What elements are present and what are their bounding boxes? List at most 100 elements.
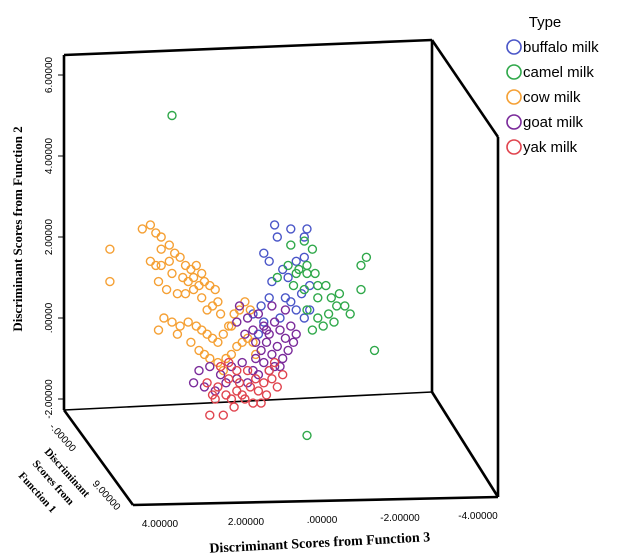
point-goat-milk: [248, 325, 258, 335]
point-goat-milk: [267, 349, 277, 360]
point-camel-milk: [356, 284, 366, 295]
point-cow-milk: [188, 284, 199, 295]
point-cow-milk: [199, 276, 210, 287]
data-points: [105, 110, 380, 441]
point-goat-milk: [232, 317, 242, 327]
point-cow-milk: [183, 317, 193, 327]
point-cow-milk: [240, 297, 250, 307]
point-camel-milk: [321, 280, 331, 291]
point-goat-milk: [286, 321, 296, 331]
point-cow-milk: [156, 232, 166, 242]
legend-marker-yak-milk: [506, 139, 522, 155]
point-goat-milk: [253, 309, 264, 319]
point-goat-milk: [250, 353, 261, 364]
x-tick-label: 2.00000: [228, 517, 265, 528]
point-cow-milk: [234, 305, 245, 315]
point-cow-milk: [161, 284, 172, 295]
x-axis-label: Discriminant Scores from Function 3: [209, 530, 431, 557]
point-yak-milk: [253, 386, 264, 396]
point-goat-milk: [291, 329, 301, 339]
point-camel-milk: [299, 236, 309, 246]
legend-marker-buffalo-milk: [506, 39, 522, 55]
point-camel-milk: [313, 313, 323, 323]
y-tick-label: -2.00000: [44, 379, 55, 419]
point-camel-milk: [332, 301, 342, 311]
point-cow-milk: [172, 329, 183, 339]
point-yak-milk: [221, 390, 231, 400]
point-camel-milk: [345, 309, 355, 319]
point-cow-milk: [210, 284, 220, 295]
x-tick-label: 4.00000: [142, 519, 179, 530]
point-camel-milk: [272, 272, 282, 283]
point-cow-milk: [137, 224, 148, 234]
point-goat-milk: [272, 341, 282, 352]
point-goat-milk: [280, 333, 291, 343]
point-buffalo-milk: [280, 293, 291, 303]
point-yak-milk: [202, 378, 212, 388]
point-cow-milk: [145, 220, 156, 230]
point-yak-milk: [242, 365, 253, 376]
point-yak-milk: [223, 357, 234, 368]
point-cow-milk: [226, 349, 237, 360]
point-camel-milk: [283, 260, 293, 271]
point-camel-milk: [307, 325, 318, 335]
point-yak-milk: [245, 382, 256, 392]
point-goat-milk: [256, 345, 266, 356]
x-tick-label: .00000: [307, 515, 338, 526]
point-buffalo-milk: [305, 305, 315, 315]
point-yak-milk: [223, 374, 234, 384]
y-tick-label: .00000: [44, 302, 55, 333]
point-cow-milk: [159, 313, 169, 323]
point-yak-milk: [278, 370, 288, 380]
point-goat-milk: [261, 337, 272, 347]
point-buffalo-milk: [305, 280, 315, 291]
point-yak-milk: [205, 410, 215, 420]
legend-marker-camel-milk: [506, 64, 522, 80]
point-goat-milk: [237, 357, 247, 368]
point-cow-milk: [186, 264, 196, 275]
point-buffalo-milk: [264, 256, 274, 266]
point-camel-milk: [167, 110, 177, 121]
legend-marker-goat-milk: [506, 114, 522, 130]
point-cow-milk: [237, 337, 247, 347]
point-camel-milk: [307, 244, 318, 254]
point-cow-milk: [105, 244, 115, 254]
point-cow-milk: [205, 353, 215, 364]
point-buffalo-milk: [299, 232, 309, 242]
point-yak-milk: [229, 402, 239, 412]
point-cow-milk: [191, 260, 202, 271]
legend-label-buffalo-milk: buffalo milk: [523, 39, 599, 56]
legend-title: Type: [529, 14, 562, 31]
point-camel-milk: [299, 284, 309, 295]
legend-label-goat-milk: goat milk: [523, 114, 584, 131]
point-goat-milk: [275, 361, 285, 372]
point-cow-milk: [167, 317, 177, 327]
point-camel-milk: [326, 293, 336, 303]
point-yak-milk: [232, 386, 242, 396]
legend: Type buffalo milk camel milk cow milk goat …: [506, 14, 599, 156]
point-goat-milk: [259, 357, 269, 368]
point-buffalo-milk: [259, 317, 269, 327]
point-camel-milk: [302, 268, 312, 279]
point-camel-milk: [329, 317, 339, 327]
point-yak-milk: [232, 365, 242, 376]
point-yak-milk: [215, 361, 226, 372]
x-axis-ticks: 4.00000 2.00000 .00000 -2.00000 -4.00000: [142, 511, 498, 530]
point-yak-milk: [226, 394, 237, 404]
point-yak-milk: [272, 382, 282, 392]
point-cow-milk: [191, 321, 202, 331]
point-camel-milk: [288, 280, 299, 291]
point-goat-milk: [283, 345, 293, 356]
point-goat-milk: [234, 301, 245, 311]
point-cow-milk: [151, 260, 161, 271]
legend-label-cow-milk: cow milk: [523, 89, 581, 106]
point-goat-milk: [267, 301, 277, 311]
point-buffalo-milk: [286, 224, 296, 234]
point-yak-milk: [269, 357, 280, 368]
point-buffalo-milk: [253, 329, 264, 339]
point-cow-milk: [156, 260, 166, 271]
point-cow-milk: [229, 309, 239, 319]
point-cow-milk: [232, 341, 242, 352]
point-goat-milk: [242, 313, 253, 323]
point-yak-milk: [264, 365, 274, 376]
